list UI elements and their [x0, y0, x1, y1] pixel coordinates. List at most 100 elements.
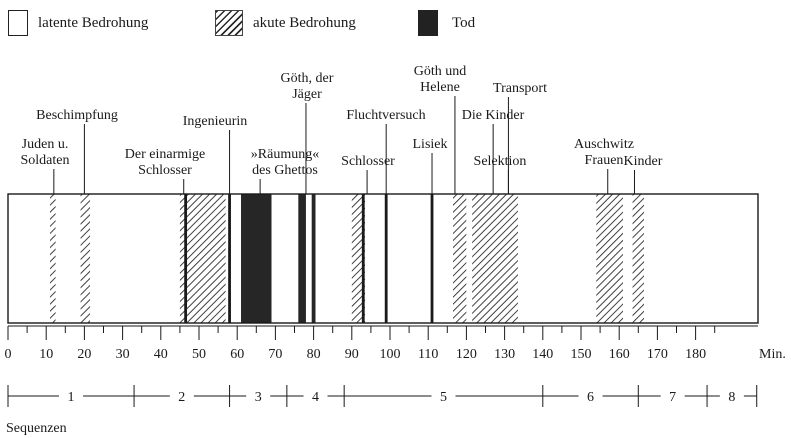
scene-label: Schlosser [341, 154, 395, 194]
segment-death [311, 194, 316, 323]
sequence-title: Sequenzen [6, 421, 67, 436]
segment-death [241, 194, 272, 323]
segment-latent [644, 194, 757, 323]
sequence-number: 1 [68, 390, 75, 405]
sequence-number: 4 [312, 390, 319, 405]
segment-acute [179, 194, 226, 323]
timeline-frame [7, 193, 759, 324]
segment-acute [472, 194, 518, 323]
scene-label-text: Beschimpfung [36, 108, 118, 123]
segment-acute [50, 194, 56, 323]
legend-acute-label: akute Bedrohung [253, 14, 356, 31]
scene-label: Fluchtversuch [346, 108, 426, 194]
legend-acute: akute Bedrohung [215, 8, 356, 38]
segment-latent [90, 194, 180, 323]
segment-acute [453, 194, 467, 323]
axis-tick-label: 180 [685, 347, 706, 362]
axis-tick-label: 0 [5, 347, 12, 362]
axis-tick-label: 60 [230, 347, 244, 362]
axis-tick-label: 140 [532, 347, 553, 362]
scene-label: Lisiek [413, 137, 448, 194]
death-marker [361, 194, 365, 323]
axis-tick-label: 170 [647, 347, 668, 362]
segment-latent [305, 194, 312, 323]
sequence-number: 6 [587, 390, 594, 405]
scene-label-text: Göth, der [281, 71, 334, 86]
axis-tick-label: 40 [154, 347, 168, 362]
scene-label: Ingenieurin [183, 114, 247, 194]
segment-acute [351, 194, 366, 323]
scene-label-text: des Ghettos [252, 163, 318, 178]
scene-label: Kinder [624, 154, 663, 194]
segment-acute [632, 194, 645, 323]
scene-label-text: Soldaten [21, 153, 70, 168]
sequence-number: 5 [440, 390, 447, 405]
scene-label: »Räumung«des Ghettos [251, 147, 319, 194]
segment-latent [365, 194, 454, 323]
death-marker [384, 194, 388, 323]
sequence-number: 8 [728, 390, 735, 405]
timeline-bar [7, 193, 759, 324]
axis-tick-label: 100 [380, 347, 401, 362]
legend-acute-swatch [215, 10, 243, 36]
legend-death-label: Tod [452, 14, 476, 31]
segment-acute [80, 194, 91, 323]
scene-label-text: Auschwitz [574, 137, 634, 152]
scene-label-text: Schlosser [138, 163, 192, 178]
legend-death: Tod [418, 8, 475, 38]
death-marker [184, 194, 188, 323]
segment-latent [623, 194, 633, 323]
death-marker [430, 194, 434, 323]
axis-tick-label: 20 [77, 347, 91, 362]
scene-label: Selektion [474, 154, 527, 194]
legend-latent: latente Bedrohung [8, 8, 148, 38]
axis-tick-label: 10 [39, 347, 53, 362]
scene-label-text: Göth und [414, 64, 467, 79]
axis-tick-label: 150 [571, 347, 592, 362]
sequence-number: 7 [669, 390, 676, 405]
scene-label-text: Schlosser [341, 154, 395, 169]
axis-tick-label: 90 [345, 347, 359, 362]
scene-label-text: Juden u. [22, 137, 69, 152]
scene-label-text: Fluchtversuch [346, 108, 425, 123]
axis-tick-label: 30 [116, 347, 130, 362]
segment-acute [596, 194, 624, 323]
legend-death-swatch [418, 10, 438, 36]
scene-label-text: Die Kinder [462, 108, 525, 123]
segment-latent [466, 194, 473, 323]
scene-label: Juden u.Soldaten [21, 137, 70, 194]
axis-tick-label: 70 [268, 347, 282, 362]
segment-latent [8, 194, 51, 323]
death-marker [228, 194, 231, 323]
sequence-number: 2 [178, 390, 185, 405]
legend-latent-label: latente Bedrohung [38, 14, 149, 31]
scene-label: Die Kinder [462, 108, 525, 194]
segment-latent [225, 194, 242, 323]
segment-death [298, 194, 306, 323]
scene-labels: Juden u.Soldaten Beschimpfung Der einarmig… [21, 64, 663, 194]
axis-tick-label: 110 [418, 347, 438, 362]
sequence-number: 3 [255, 390, 262, 405]
scene-label-text: Kinder [624, 154, 663, 169]
scene-label-text: »Räumung« [251, 147, 319, 162]
segment-latent [517, 194, 597, 323]
scene-label: Transport [493, 81, 547, 194]
segment-latent [315, 194, 352, 323]
scene-label-text: Transport [493, 81, 547, 96]
axis-tick-label: 80 [307, 347, 321, 362]
sequence-axis: 1 2 3 4 5 6 7 8 Sequenzen [6, 385, 758, 436]
scene-label-text: Lisiek [413, 137, 448, 152]
legend-latent-swatch [8, 10, 28, 36]
scene-label-text: Frauen [585, 153, 624, 168]
axis-tick-label: 120 [456, 347, 477, 362]
axis-tick-label: 130 [494, 347, 515, 362]
scene-label-text: Der einarmige [125, 147, 205, 162]
axis-unit: Min. [759, 347, 786, 362]
time-axis: 0 10 20 30 40 50 60 70 80 90 100 110 120 130 140 150 160… [5, 325, 786, 362]
scene-label-text: Selektion [474, 154, 527, 169]
